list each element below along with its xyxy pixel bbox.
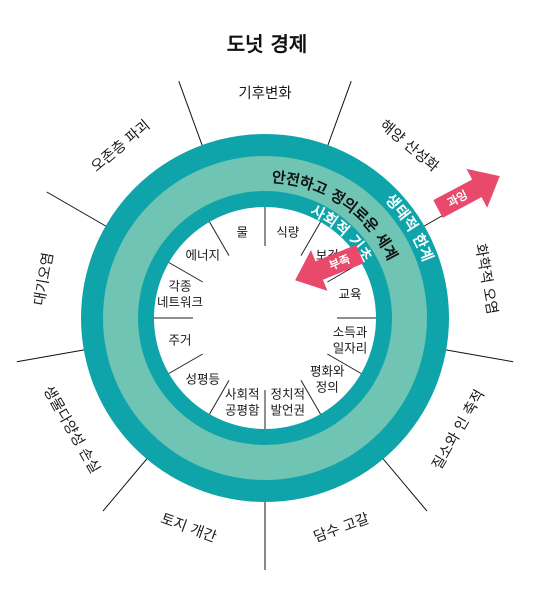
foundation-label: 발언권	[271, 403, 306, 418]
foundation-divider	[300, 380, 321, 415]
foundation-label: 공평함	[225, 403, 260, 418]
ceiling-label: 기후변화	[238, 85, 291, 102]
ceiling-divider	[102, 455, 150, 512]
foundation-divider	[300, 221, 321, 256]
foundation-labels: 식량보건교육소득과일자리평화와정의정치적발언권사회적공평함성평등주거각종네트워크…	[157, 224, 368, 417]
ceiling-label: 토지 개간	[158, 510, 218, 546]
ceiling-label: 화학적 오염	[472, 242, 501, 315]
foundation-divider	[327, 353, 362, 374]
foundation-label: 일자리	[333, 340, 368, 355]
foundation-label: 네트워크	[157, 295, 203, 310]
ceiling-label: 오존층 파괴	[88, 117, 154, 176]
diagram-title: 도넛 경제	[226, 32, 308, 56]
foundation-label: 물	[236, 224, 248, 239]
foundation-label: 성평등	[186, 372, 221, 387]
shortfall-arrow: 부족	[295, 244, 364, 291]
ceiling-label: 생물다양성 손실	[40, 383, 104, 476]
foundation-label: 정치적	[271, 387, 306, 402]
foundation-label: 식량	[276, 224, 300, 239]
overshoot-arrow: 과잉	[433, 168, 500, 218]
ceiling-label: 질소와 인 축적	[429, 387, 488, 473]
foundation-divider	[168, 262, 203, 283]
ceiling-divider	[442, 348, 514, 363]
foundation-divider	[209, 221, 230, 256]
foundation-label: 주거	[168, 332, 191, 347]
ceiling-divider	[46, 191, 110, 229]
foundation-divider	[209, 380, 230, 415]
foundation-label: 소득과	[333, 324, 368, 339]
ceiling-divider	[326, 81, 352, 150]
foundation-label: 평화와	[310, 364, 345, 379]
foundation-label: 교육	[338, 287, 361, 302]
ceiling-divider	[178, 81, 204, 150]
ceiling-divider	[16, 348, 88, 363]
ceiling-divider	[380, 455, 428, 512]
foundation-divider	[168, 353, 203, 374]
foundation-dividers	[154, 207, 376, 429]
foundation-label: 각종	[168, 279, 191, 294]
foundation-label: 정의	[316, 380, 339, 395]
ceiling-label: 담수 고갈	[311, 510, 371, 546]
foundation-label: 사회적	[225, 387, 260, 402]
ceiling-label: 대기오염	[31, 251, 57, 307]
ceiling-label: 해양 산성화	[377, 117, 443, 176]
foundation-label: 에너지	[186, 247, 221, 262]
